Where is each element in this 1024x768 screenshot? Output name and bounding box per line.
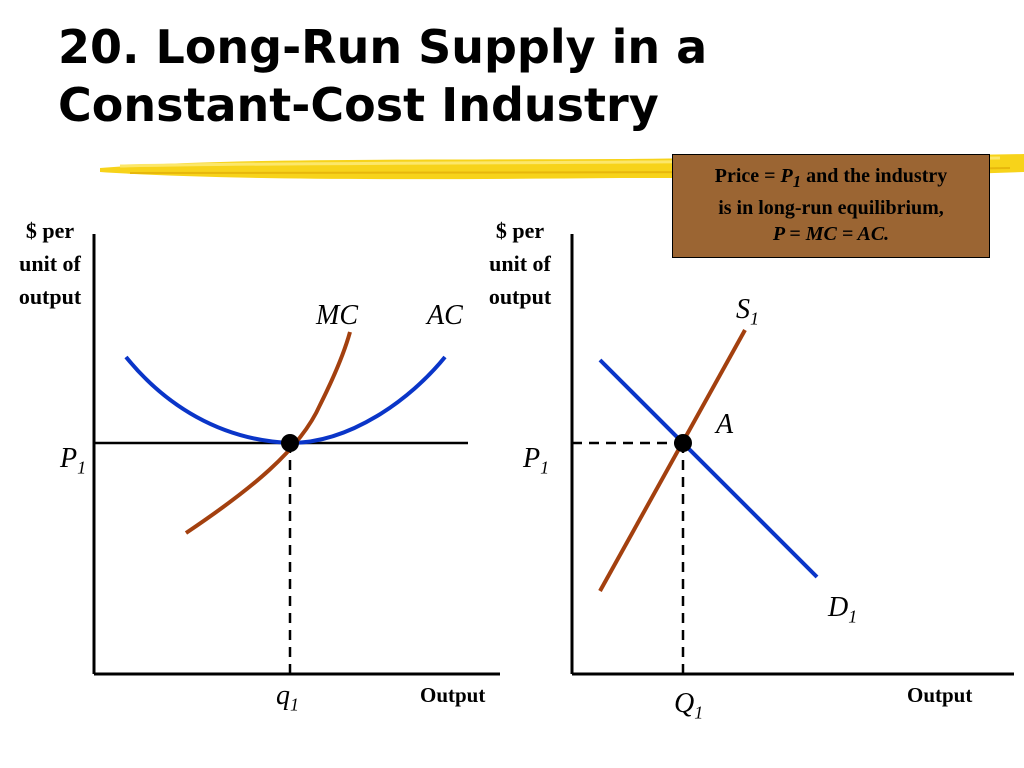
callout-price-symbol: P bbox=[780, 165, 793, 187]
industry-quantity-label: Q1 bbox=[674, 688, 703, 724]
ac-label: AC bbox=[427, 300, 463, 331]
firm-y-axis-label-line-1: $ per bbox=[25, 218, 75, 243]
demand-curve bbox=[598, 358, 819, 579]
industry-x-axis-label: Output bbox=[907, 683, 973, 707]
industry-price-subscript: 1 bbox=[540, 457, 550, 478]
firm-quantity-symbol: q bbox=[276, 680, 290, 711]
mc-label: MC bbox=[316, 300, 358, 331]
mc-curve bbox=[184, 331, 352, 535]
industry-y-axis-label-line-2: unit of bbox=[489, 251, 551, 276]
firm-price-label: P1 bbox=[60, 443, 86, 479]
industry-graph bbox=[570, 234, 1014, 676]
callout-line-2: is in long-run equilibrium, bbox=[718, 197, 944, 219]
title-line-2: Constant-Cost Industry bbox=[58, 78, 659, 132]
industry-price-label: P1 bbox=[523, 443, 549, 479]
supply-symbol: S bbox=[736, 294, 750, 325]
callout-line-3: P = MC = AC. bbox=[772, 223, 890, 245]
firm-price-symbol: P bbox=[60, 443, 78, 474]
demand-symbol: D bbox=[828, 592, 849, 623]
firm-graph bbox=[92, 234, 500, 676]
firm-y-axis-label-line-2: unit of bbox=[19, 251, 81, 276]
point-a-label: A bbox=[716, 409, 734, 440]
callout-price-suffix: and the industry bbox=[801, 165, 948, 187]
industry-y-axis-label-line-3: output bbox=[488, 284, 552, 309]
firm-y-axis-label-line-3: output bbox=[18, 284, 82, 309]
callout-line-1: Price = P1 and the industry bbox=[673, 163, 989, 195]
market-equilibrium-point bbox=[674, 434, 692, 452]
ac-curve bbox=[124, 355, 447, 446]
equilibrium-callout: Price = P1 and the industry is in long-r… bbox=[672, 154, 990, 258]
industry-price-symbol: P bbox=[523, 443, 541, 474]
firm-equilibrium-point bbox=[281, 434, 299, 452]
firm-y-axis-label: $ per unit of output bbox=[5, 214, 95, 313]
callout-price-prefix: Price = bbox=[714, 165, 781, 187]
supply-subscript: 1 bbox=[750, 308, 759, 329]
demand-subscript: 1 bbox=[848, 606, 858, 627]
firm-quantity-label: q1 bbox=[276, 680, 299, 716]
supply-curve bbox=[598, 329, 747, 592]
demand-label: D1 bbox=[828, 592, 857, 628]
firm-x-axis-label: Output bbox=[420, 683, 486, 707]
title-line-1: 20. Long-Run Supply in a bbox=[58, 20, 708, 74]
industry-y-axis-label: $ per unit of output bbox=[475, 214, 565, 313]
firm-quantity-subscript: 1 bbox=[290, 694, 299, 715]
callout-price-subscript: 1 bbox=[792, 172, 802, 191]
firm-price-subscript: 1 bbox=[77, 457, 87, 478]
industry-quantity-subscript: 1 bbox=[694, 702, 704, 723]
slide-title: 20. Long-Run Supply in a Constant-Cost I… bbox=[58, 18, 707, 134]
industry-y-axis-label-line-1: $ per bbox=[495, 218, 545, 243]
supply-label: S1 bbox=[736, 294, 759, 330]
industry-quantity-symbol: Q bbox=[674, 688, 695, 719]
